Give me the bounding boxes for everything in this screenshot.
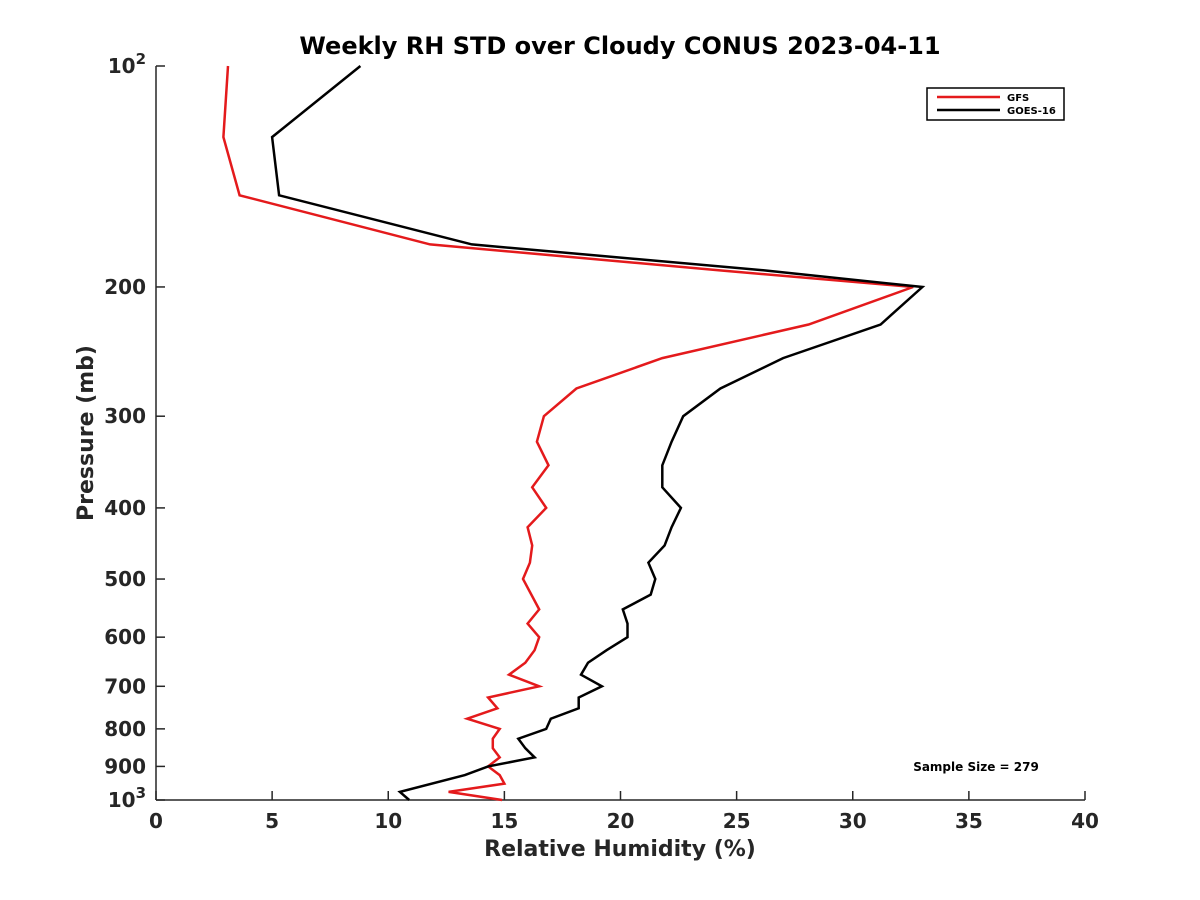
y-tick-label: 400 xyxy=(104,496,146,520)
y-tick-label: 103 xyxy=(108,784,146,812)
legend: GFS GOES-16 xyxy=(926,87,1065,121)
y-tick-label: 500 xyxy=(104,567,146,591)
x-tick-label: 35 xyxy=(955,809,983,833)
y-tick-label: 800 xyxy=(104,717,146,741)
legend-label: GOES-16 xyxy=(1007,106,1056,117)
y-tick-label: 300 xyxy=(104,404,146,428)
x-tick-label: 30 xyxy=(839,809,867,833)
plot-area: 0 5 10 15 20 25 30 35 40 102 200 300 400 500 600 700 800… xyxy=(104,50,1099,833)
y-tick-label: 200 xyxy=(104,275,146,299)
series-line-goes-16 xyxy=(270,65,926,801)
y-tick-label: 900 xyxy=(104,754,146,778)
y-tick-label: 102 xyxy=(108,50,146,78)
x-tick-label: 20 xyxy=(607,809,635,833)
chart-title: Weekly RH STD over Cloudy CONUS 2023-04-… xyxy=(299,32,940,60)
x-tick-label: 10 xyxy=(374,809,402,833)
series-line-gfs xyxy=(222,65,914,802)
x-tick-label: 5 xyxy=(265,809,279,833)
x-tick-label: 15 xyxy=(490,809,518,833)
y-tick-label: 700 xyxy=(104,674,146,698)
y-tick-label: 600 xyxy=(104,625,146,649)
x-tick-label: 0 xyxy=(149,809,163,833)
x-tick-label: 25 xyxy=(723,809,751,833)
x-tick-label: 40 xyxy=(1071,809,1099,833)
legend-label: GFS xyxy=(1007,93,1029,104)
x-axis-label: Relative Humidity (%) xyxy=(484,837,756,862)
y-axis-label: Pressure (mb) xyxy=(74,345,99,521)
legend-box xyxy=(926,87,1065,121)
sample-size-annotation: Sample Size = 279 xyxy=(913,760,1039,774)
